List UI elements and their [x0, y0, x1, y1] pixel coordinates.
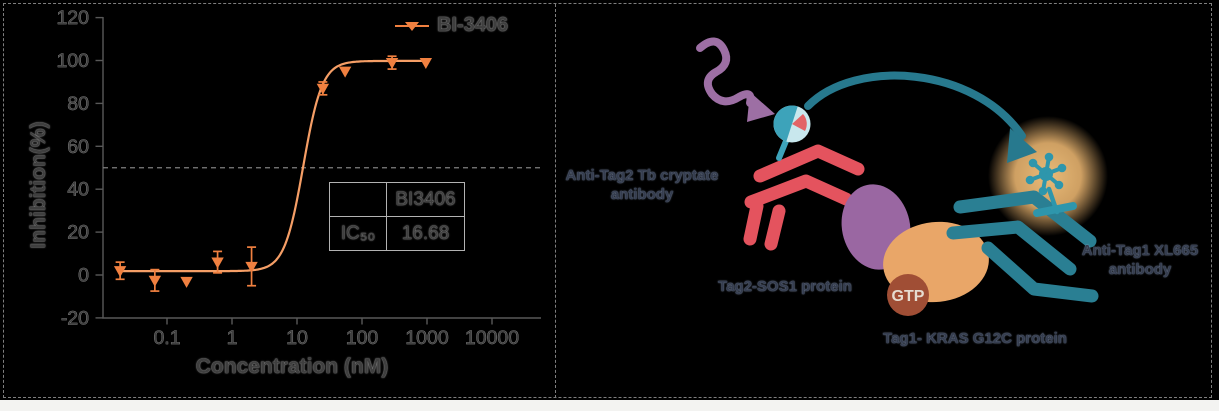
assay-diagram-panel: GTP: [555, 0, 1219, 411]
svg-text:40: 40: [67, 179, 89, 201]
donor-antibody-label: Anti-Tag2 Tb cryptate antibody: [565, 167, 719, 203]
svg-text:0.1: 0.1: [153, 327, 180, 349]
acceptor-antibody-label: Anti-Tag1 XL665 antibody: [1081, 242, 1199, 278]
ic50-table-row-label: IC₅₀: [329, 216, 387, 251]
ic50-table-value: 16.68: [386, 216, 465, 251]
gtp-badge: GTP: [887, 274, 929, 316]
legend-label: BI-3406: [437, 14, 509, 36]
svg-text:120: 120: [56, 7, 89, 29]
svg-text:1: 1: [227, 327, 238, 349]
table-row: BI3406: [329, 182, 465, 217]
excitation-arrow-icon: [696, 37, 775, 122]
ic50-table-blank-cell: [329, 182, 387, 217]
kras-protein-label: Tag1- KRAS G12C protein: [883, 330, 1067, 347]
acceptor-antibody-shape: [946, 190, 1099, 303]
ic50-table-compound-header: BI3406: [386, 182, 465, 217]
svg-text:10: 10: [286, 327, 308, 349]
svg-text:100: 100: [346, 327, 379, 349]
legend-marker-icon: [395, 21, 429, 31]
dose-response-panel: 120 100 80 60 40 20 0 -20 0.1 1 10 100 1000 10000 Inh…: [0, 0, 553, 411]
gtp-label: GTP: [892, 288, 925, 305]
panel-divider: [555, 4, 556, 398]
table-row: IC₅₀ 16.68: [329, 216, 465, 251]
ic50-table: BI3406 IC₅₀ 16.68: [329, 182, 465, 251]
y-axis-label: Inhibition(%): [27, 121, 50, 249]
donor-bead: [773, 105, 811, 161]
svg-text:0: 0: [78, 265, 89, 287]
x-axis-label: Concentration (nM): [195, 355, 389, 378]
svg-text:80: 80: [67, 93, 89, 115]
fret-arrow: [804, 71, 1037, 163]
svg-text:1000: 1000: [405, 327, 449, 349]
sos1-protein-label: Tag2-SOS1 protein: [718, 278, 852, 295]
assay-diagram: GTP: [696, 37, 1108, 316]
svg-text:20: 20: [67, 222, 89, 244]
svg-text:60: 60: [67, 136, 89, 158]
legend: BI-3406: [394, 14, 508, 37]
dose-response-chart: 120 100 80 60 40 20 0 -20 0.1 1 10 100 1000 10000: [56, 7, 541, 349]
svg-text:10000: 10000: [465, 327, 519, 349]
svg-text:100: 100: [56, 50, 89, 72]
xl665-asterisk-icon: [1025, 152, 1077, 217]
bottom-strip: [0, 400, 1219, 411]
svg-text:-20: -20: [61, 307, 89, 329]
donor-antibody-shape: [743, 144, 865, 251]
